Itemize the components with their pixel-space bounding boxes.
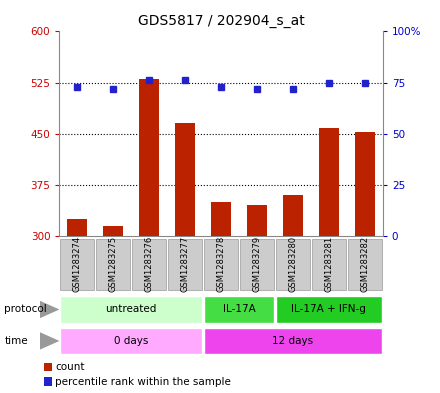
Text: GSM1283281: GSM1283281 [324,236,334,292]
FancyBboxPatch shape [240,239,274,290]
Bar [60,296,202,323]
Bar [204,328,382,354]
Bar [67,219,87,236]
Text: 0 days: 0 days [114,336,148,346]
Text: untreated: untreated [106,305,157,314]
Text: GSM1283279: GSM1283279 [253,236,261,292]
FancyBboxPatch shape [312,239,346,290]
Text: 12 days: 12 days [272,336,314,346]
Title: GDS5817 / 202904_s_at: GDS5817 / 202904_s_at [138,14,304,28]
Bar [175,123,195,236]
Polygon shape [40,332,59,350]
Text: GSM1283276: GSM1283276 [145,236,154,292]
Polygon shape [40,301,59,318]
Bar [283,195,303,236]
FancyBboxPatch shape [168,239,202,290]
FancyBboxPatch shape [96,239,130,290]
Text: protocol: protocol [4,305,47,314]
Text: GSM1283277: GSM1283277 [181,236,190,292]
Bar [247,205,267,236]
Bar [211,202,231,236]
Bar [276,296,382,323]
Bar [60,328,202,354]
Bar [319,128,339,236]
Text: GSM1283282: GSM1283282 [360,236,369,292]
Text: count: count [55,362,84,372]
Bar [139,79,159,236]
FancyBboxPatch shape [132,239,166,290]
Text: GSM1283274: GSM1283274 [73,236,82,292]
Text: time: time [4,336,28,346]
Text: GSM1283278: GSM1283278 [216,236,226,292]
Text: GSM1283280: GSM1283280 [289,236,297,292]
Bar [204,296,274,323]
FancyBboxPatch shape [60,239,94,290]
FancyBboxPatch shape [348,239,382,290]
Text: IL-17A + IFN-g: IL-17A + IFN-g [291,305,367,314]
Text: GSM1283275: GSM1283275 [109,236,118,292]
FancyBboxPatch shape [204,239,238,290]
FancyBboxPatch shape [276,239,310,290]
Text: percentile rank within the sample: percentile rank within the sample [55,376,231,387]
Bar [103,226,123,236]
Bar [355,132,375,236]
Text: IL-17A: IL-17A [223,305,256,314]
